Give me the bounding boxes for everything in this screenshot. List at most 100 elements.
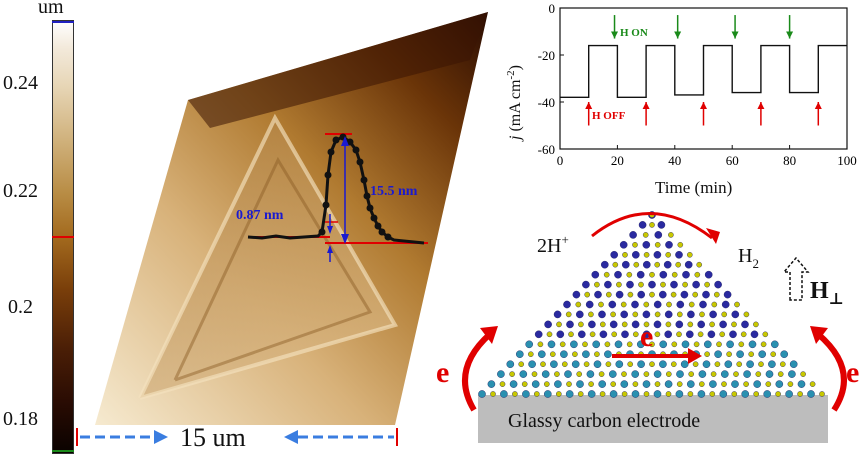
lattice-atom (699, 300, 707, 309)
lattice-atom (654, 241, 661, 248)
lattice-atom (632, 381, 639, 387)
lattice-atom (642, 330, 651, 339)
lattice-atom (598, 371, 605, 377)
lattice-atom (587, 390, 596, 398)
lattice-atom (614, 340, 623, 349)
svg-text:H2: H2 (738, 245, 759, 271)
lattice-atom (704, 351, 710, 358)
lattice-atom (819, 391, 825, 397)
lattice-atom (702, 360, 711, 369)
lattice-atom (604, 341, 611, 348)
lattice-atom (659, 270, 668, 279)
lattice-atom (648, 280, 656, 289)
lattice-atom (741, 390, 750, 398)
lattice-atom (719, 390, 728, 398)
lattice-atom (598, 380, 607, 388)
scale-bar-label: 15 um (180, 423, 246, 452)
lattice-atom (564, 370, 572, 378)
lattice-atom (563, 300, 571, 309)
chart-on-label: H ON (620, 27, 648, 39)
lattice-atom (547, 340, 556, 349)
lattice-atom (677, 241, 684, 248)
proton-label: 2H (537, 235, 561, 257)
x-tick-label: 0 (557, 153, 564, 168)
lattice-atom (632, 250, 640, 259)
lattice-atom (621, 321, 628, 328)
lattice-atom (755, 371, 762, 377)
lattice-atom (671, 361, 677, 368)
lattice-atom (531, 380, 540, 388)
lattice-atom (643, 251, 650, 258)
lattice-atom (704, 281, 710, 288)
lattice-atom (631, 370, 640, 378)
afm-step-label: 0.87 nm (236, 208, 284, 223)
h-off-arrow (700, 102, 707, 126)
lattice-atom (578, 330, 586, 339)
lattice-atom (768, 360, 776, 369)
y-tick-label: 0 (549, 1, 556, 16)
lattice-atom (726, 351, 732, 358)
lattice-atom (601, 260, 609, 269)
lattice-atom (582, 350, 590, 359)
lattice-atom (675, 390, 684, 398)
afm-peak-label: 15.5 nm (370, 184, 418, 199)
lattice-atom (556, 391, 562, 397)
lattice-atom (637, 290, 646, 299)
lattice-atom (626, 280, 634, 289)
x-tick-label: 80 (783, 153, 796, 168)
lattice-atom (710, 371, 717, 377)
lattice-atom (653, 250, 662, 259)
lattice-atom (699, 311, 705, 318)
lattice-atom (740, 331, 747, 338)
lattice-atom (642, 310, 651, 319)
lattice-atom (707, 330, 716, 339)
h2-label: H (738, 245, 752, 267)
lattice-atom (654, 331, 661, 338)
lattice-atom (604, 350, 612, 359)
lattice-atom (719, 331, 726, 338)
lattice-atom (670, 280, 678, 289)
lattice-atom (638, 281, 644, 288)
lattice-atom (575, 301, 582, 308)
lattice-atom (743, 381, 749, 387)
lattice-atom (570, 340, 578, 349)
lattice-atom (550, 351, 556, 358)
lattice-atom (697, 390, 706, 398)
lattice-atom (721, 370, 729, 378)
lattice-atom (478, 390, 486, 398)
lattice-atom (594, 281, 600, 288)
lattice-atom (671, 341, 678, 348)
lattice-atom (687, 310, 695, 319)
lattice-atom (788, 370, 796, 378)
lattice-atom (762, 331, 769, 338)
lattice-atom (519, 370, 528, 378)
lattice-atom (576, 310, 584, 319)
lattice-atom (544, 381, 550, 387)
lattice-atom (554, 380, 562, 388)
lattice-atom (687, 380, 695, 388)
lattice-atom (687, 321, 694, 328)
lattice-atom (731, 391, 738, 397)
lattice-atom (671, 271, 678, 278)
lattice-atom (719, 320, 727, 329)
colorbar-tick-label: 0.24 (3, 72, 38, 94)
lattice-atom (603, 271, 610, 278)
lattice-atom (659, 290, 667, 299)
lattice-atom (704, 340, 712, 349)
lattice-atom (780, 361, 786, 368)
lattice-atom (610, 381, 617, 387)
lattice-atom (680, 290, 689, 299)
lattice-atom (577, 391, 584, 397)
lattice-atom (649, 222, 655, 228)
lattice-atom (709, 391, 716, 397)
lattice-atom (588, 320, 596, 329)
lattice-atom (731, 380, 739, 388)
chart-ylabel-unit: (mA cm (507, 79, 524, 132)
h-off-arrow (814, 102, 822, 126)
svg-text:j(mA cm-2): j (mA cm-2) (505, 65, 524, 142)
lattice-atom (657, 221, 666, 229)
lattice-atom (627, 361, 634, 368)
electron-label-left: e (436, 356, 449, 389)
lattice-atom (562, 361, 568, 368)
lattice-atom (676, 331, 682, 338)
